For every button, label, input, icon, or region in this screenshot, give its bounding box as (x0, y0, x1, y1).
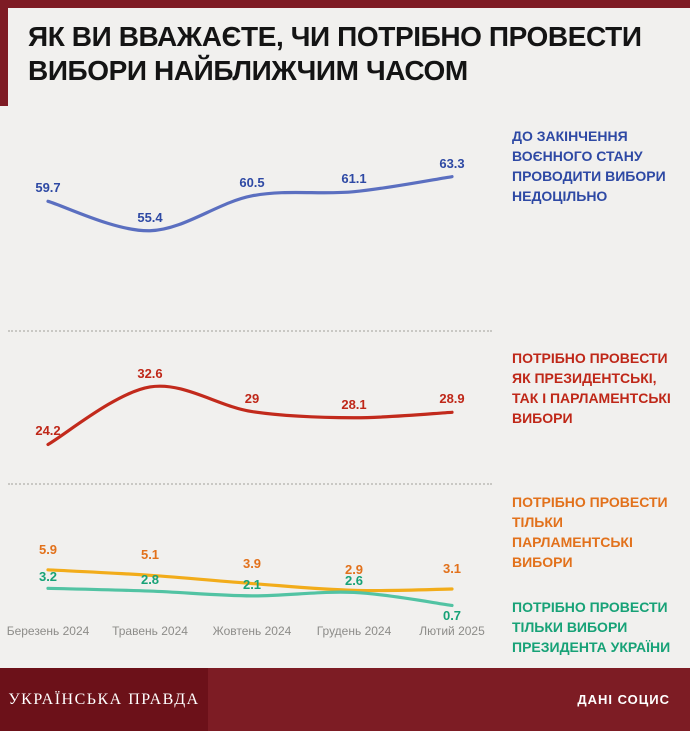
data-label-parliamentary-only: 5.1 (140, 547, 160, 563)
x-axis-label: Березень 2024 (6, 624, 90, 638)
page-title: ЯК ВИ ВВАЖАЄТЕ, ЧИ ПОТРІБНО ПРОВЕСТИ ВИБО… (28, 20, 642, 88)
series-line-presidential-only (46, 586, 454, 608)
top-accent-bar (0, 0, 690, 8)
data-label-martial-law-no-elections: 61.1 (341, 170, 367, 186)
series-legend-presidential-only: ПОТРІБНО ПРОВЕСТИ ТІЛЬКИ ВИБОРИ ПРЕЗИДЕН… (512, 599, 671, 655)
data-label-presidential-only: 2.6 (344, 573, 364, 589)
data-label-parliamentary-only: 2.9 (344, 562, 364, 578)
x-axis-label: Жовтень 2024 (212, 624, 292, 638)
data-label-presidential-only: 3.2 (38, 569, 58, 585)
brand-logo: УКРАЇНСЬКА ПРАВДА (8, 690, 200, 708)
x-axis-label: Лютий 2025 (419, 624, 485, 638)
data-label-parliamentary-only: 5.9 (38, 541, 58, 557)
data-label-both-presidential-and-parliamentary: 29 (244, 390, 260, 406)
data-label-martial-law-no-elections: 59.7 (35, 180, 61, 196)
data-label-both-presidential-and-parliamentary: 28.1 (341, 396, 367, 412)
brand-plate: УКРАЇНСЬКА ПРАВДА (0, 668, 208, 731)
x-axis-label: Травень 2024 (112, 624, 188, 638)
data-label-both-presidential-and-parliamentary: 28.9 (439, 391, 465, 407)
section-divider-2 (8, 483, 492, 485)
data-label-martial-law-no-elections: 60.5 (239, 174, 265, 190)
data-label-both-presidential-and-parliamentary: 24.2 (35, 423, 61, 439)
series-line-both-presidential-and-parliamentary (46, 384, 454, 447)
data-label-presidential-only: 0.7 (442, 608, 462, 624)
data-label-parliamentary-only: 3.9 (242, 555, 262, 571)
series-legend-both-presidential-and-parliamentary: ПОТРІБНО ПРОВЕСТИ ЯК ПРЕЗИДЕНТСЬКІ, ТАК … (512, 350, 671, 426)
title-line-1: ЯК ВИ ВВАЖАЄТЕ, ЧИ ПОТРІБНО ПРОВЕСТИ (28, 21, 642, 52)
data-label-both-presidential-and-parliamentary: 32.6 (137, 365, 163, 381)
data-label-martial-law-no-elections: 55.4 (137, 209, 163, 225)
data-label-martial-law-no-elections: 63.3 (439, 155, 465, 171)
title-line-2: ВИБОРИ НАЙБЛИЖЧИМ ЧАСОМ (28, 55, 468, 87)
series-line-martial-law-no-elections (46, 175, 454, 233)
series-legend-martial-law-no-elections: ДО ЗАКІНЧЕННЯ ВОЄННОГО СТАНУ ПРОВОДИТИ В… (512, 128, 666, 204)
x-axis-label: Грудень 2024 (316, 624, 392, 638)
left-accent-bar (0, 0, 8, 106)
section-divider-1 (8, 330, 492, 332)
data-label-parliamentary-only: 3.1 (442, 561, 462, 576)
series-legend-parliamentary-only: ПОТРІБНО ПРОВЕСТИ ТІЛЬКИ ПАРЛАМЕНТСЬКІ В… (512, 494, 668, 570)
data-label-presidential-only: 2.8 (140, 572, 160, 588)
data-source-label: ДАНІ СОЦИС (577, 692, 670, 707)
series-line-parliamentary-only (46, 568, 454, 593)
data-label-presidential-only: 2.1 (242, 576, 262, 592)
footer-bar: УКРАЇНСЬКА ПРАВДА ДАНІ СОЦИС (0, 668, 690, 731)
